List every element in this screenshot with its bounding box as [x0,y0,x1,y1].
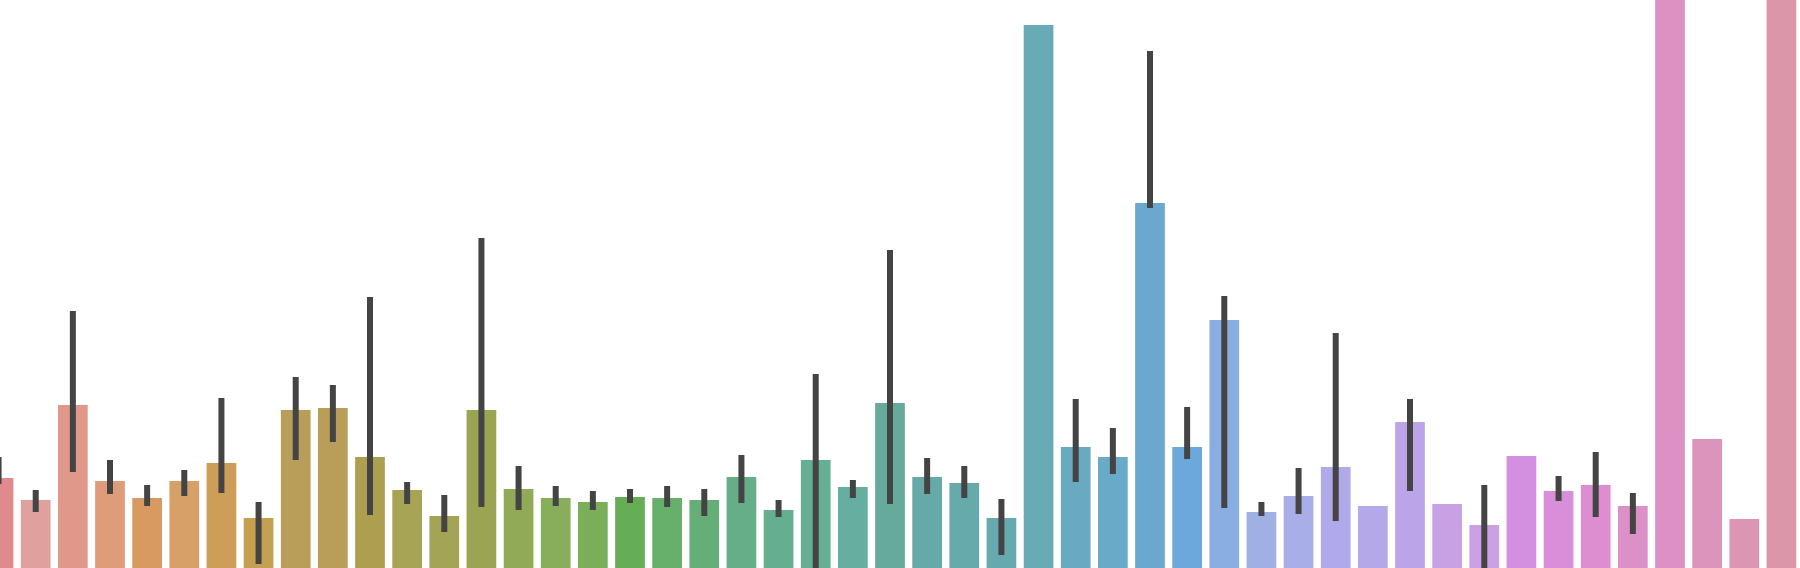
bar [1023,25,1054,568]
bar [540,498,571,568]
bar [1172,447,1202,568]
bar [652,498,682,568]
bar [615,497,645,568]
bar [1098,457,1128,568]
bar [763,510,794,568]
bar [1766,0,1797,568]
bar [1506,456,1537,568]
bar [132,498,162,568]
bar [1543,491,1574,568]
bar [0,478,14,568]
bar [1432,504,1462,568]
bar [95,481,125,568]
error-bars-group [0,51,1636,568]
bar [1692,439,1722,568]
bar [1135,203,1165,568]
bar [1655,0,1685,568]
bar [838,487,868,568]
bar [1246,512,1277,568]
bar [1358,506,1388,568]
bar [1729,519,1760,568]
bar [578,502,608,568]
